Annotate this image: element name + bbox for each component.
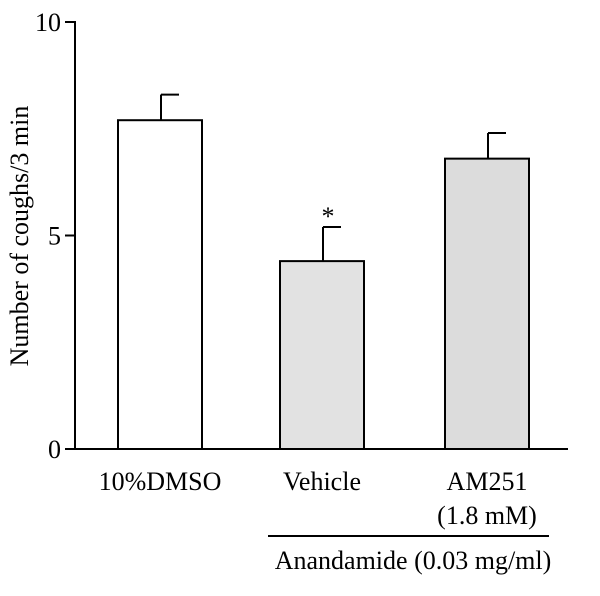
x-tick-label: Vehicle: [283, 467, 361, 496]
significance-marker: *: [322, 202, 335, 231]
bars-layer: [117, 119, 530, 451]
annotations: *: [322, 202, 335, 231]
x-tick-label: AM251: [447, 467, 528, 496]
x-tick-labels: 10%DMSO Vehicle AM251 (1.8 mM): [99, 467, 537, 530]
x-tick-sublabel: (1.8 mM): [437, 501, 537, 530]
y-tick-label: 10: [35, 8, 61, 37]
y-tick-label: 0: [48, 435, 61, 464]
x-tick-label: 10%DMSO: [99, 467, 222, 496]
bar: [444, 157, 530, 450]
y-axis-label: Number of coughs/3 min: [5, 106, 34, 367]
y-ticks: 0 5 10: [35, 8, 75, 464]
y-tick-label: 5: [48, 222, 61, 251]
group-label: Anandamide (0.03 mg/ml): [275, 546, 552, 575]
bar: [279, 260, 365, 450]
bar: [117, 119, 203, 451]
error-bars-layer: [160, 93, 506, 262]
